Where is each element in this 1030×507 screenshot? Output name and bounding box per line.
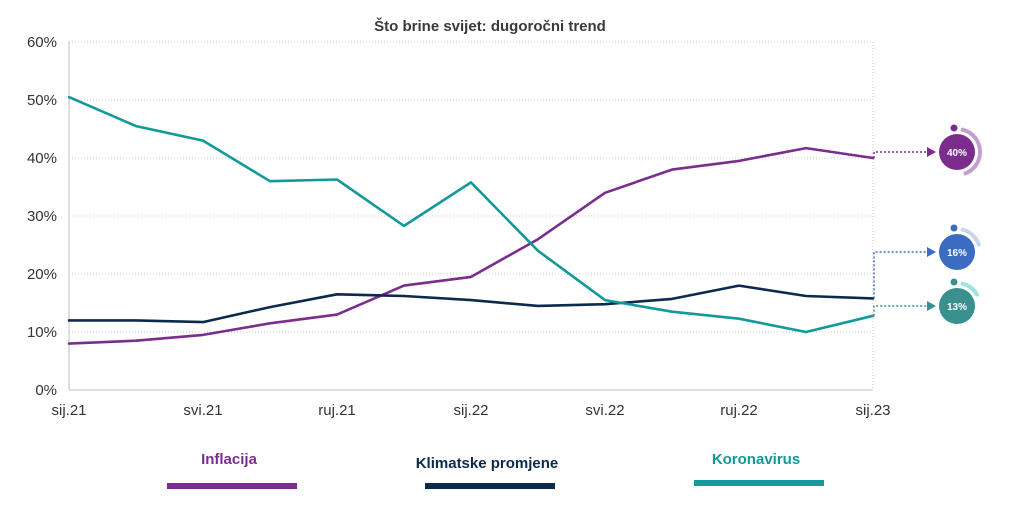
- x-tick-label: sij.23: [855, 402, 890, 419]
- callout-value: 13%: [947, 302, 967, 313]
- y-tick-label: 10%: [27, 324, 57, 341]
- legend: Inflacija Klimatske promjene Koronavirus: [167, 451, 824, 489]
- legend-label: Inflacija: [201, 451, 258, 468]
- callout-ring-dot: [950, 124, 958, 132]
- x-tick-label: sij.22: [453, 402, 488, 419]
- y-tick-label: 60%: [27, 34, 57, 51]
- callout-arrow-icon: [927, 247, 936, 257]
- legend-swatch: [694, 480, 824, 486]
- y-tick-label: 30%: [27, 208, 57, 225]
- callout-circle: [939, 134, 975, 170]
- callout-connector: [873, 305, 927, 316]
- callout-arrow-icon: [927, 147, 936, 157]
- callout-value: 40%: [947, 148, 967, 159]
- series-line-klimatske-promjene: [67, 284, 875, 324]
- end-callouts: 40% 16% 13%: [873, 124, 983, 324]
- y-tick-label: 0%: [35, 382, 57, 399]
- callout-ring-dot: [950, 224, 958, 232]
- series-line-koronavirus: [67, 95, 875, 334]
- callout-connector: [873, 151, 927, 158]
- callout-ring-dot: [950, 278, 958, 286]
- callout-ring: [960, 227, 981, 247]
- legend-label: Koronavirus: [712, 451, 800, 468]
- legend-item-koronavirus: Koronavirus: [694, 451, 824, 486]
- y-tick-label: 20%: [27, 266, 57, 283]
- x-tick-label: ruj.21: [318, 402, 356, 419]
- y-tick-label: 50%: [27, 92, 57, 109]
- x-tick-label: svi.21: [183, 402, 222, 419]
- callout-circle: [939, 288, 975, 324]
- callout-klimatske-promjene: 16%: [873, 224, 981, 299]
- axes: 0% 10% 20% 30% 40% 50% 60% sij.21 svi.21 ruj.21 si…: [27, 34, 891, 419]
- callout-koronavirus: 13%: [873, 278, 979, 324]
- x-tick-label: ruj.22: [720, 402, 758, 419]
- series-lines: [67, 95, 875, 345]
- callout-ring: [960, 281, 979, 297]
- legend-swatch: [167, 483, 297, 489]
- series-line-inflacija: [67, 146, 875, 345]
- x-tick-label: svi.22: [585, 402, 624, 419]
- callout-inflacija: 40%: [873, 124, 983, 176]
- legend-item-inflacija: Inflacija: [167, 451, 297, 489]
- callout-arrow-icon: [927, 301, 936, 311]
- chart-title: Što brine svijet: dugoročni trend: [374, 17, 606, 35]
- y-tick-label: 40%: [27, 150, 57, 167]
- legend-item-klimatske-promjene: Klimatske promjene: [416, 455, 559, 489]
- gridlines: [69, 41, 874, 390]
- callout-value: 16%: [947, 248, 967, 259]
- x-tick-label: sij.21: [51, 402, 86, 419]
- callout-circle: [939, 234, 975, 270]
- legend-label: Klimatske promjene: [416, 455, 559, 472]
- callout-connector: [873, 251, 927, 299]
- callout-ring: [960, 127, 983, 176]
- legend-swatch: [425, 483, 555, 489]
